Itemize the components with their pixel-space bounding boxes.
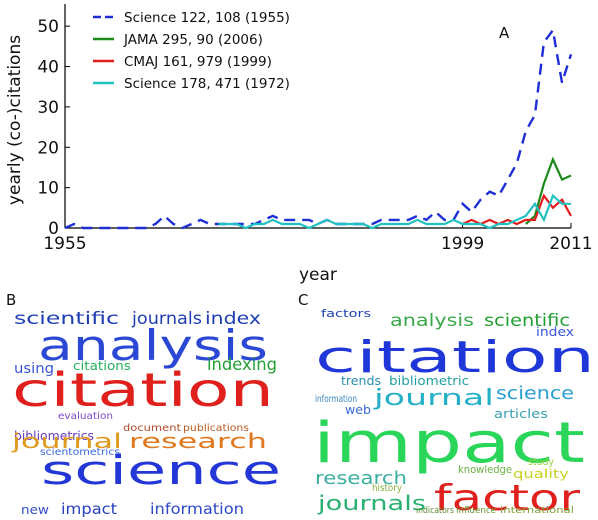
legend-label: JAMA 295, 90 (2006) xyxy=(123,32,263,48)
word-cloud-term: influence xyxy=(456,506,496,516)
word-cloud-term: study xyxy=(528,457,554,468)
y-tick-label: 10 xyxy=(37,179,59,199)
word-cloud-term: knowledge xyxy=(458,463,512,476)
y-axis-title: yearly (co-)citations xyxy=(5,35,25,205)
series-line-3 xyxy=(218,193,571,230)
word-cloud-term: citation xyxy=(315,332,595,383)
word-cloud-term: web xyxy=(345,403,371,417)
word-cloud-term: evaluation xyxy=(58,411,113,422)
word-cloud-term: history xyxy=(372,483,402,494)
panel-a-label: A xyxy=(499,24,510,42)
word-cloud-term: index xyxy=(205,309,261,329)
series-line-1 xyxy=(525,156,572,225)
word-cloud-term: indicators xyxy=(416,506,454,516)
x-axis-title: year xyxy=(299,265,337,285)
word-cloud-term: analysis xyxy=(390,311,474,331)
word-cloud-term: impact xyxy=(313,411,585,476)
word-cloud-term: bibliometrics xyxy=(14,429,94,443)
word-cloud-term: citations xyxy=(73,359,131,373)
word-cloud-term: document xyxy=(123,423,181,434)
word-cloud-term: journals xyxy=(317,491,426,515)
word-cloud-term: using xyxy=(14,361,54,377)
word-cloud-term: journals xyxy=(131,309,202,329)
word-cloud-term: science xyxy=(496,383,574,404)
word-cloud-term: bibliometric xyxy=(389,374,469,388)
word-cloud-term: citation xyxy=(12,363,274,417)
word-cloud-term: indexing xyxy=(207,355,277,375)
word-cloud-term: information xyxy=(315,394,357,405)
word-cloud-term: index xyxy=(536,325,574,339)
word-cloud-term: journal xyxy=(10,429,122,453)
word-cloud-term: trends xyxy=(341,374,381,388)
x-tick-label: 1955 xyxy=(43,234,86,254)
word-cloud-term: new xyxy=(21,503,49,517)
word-cloud-term: impact xyxy=(61,500,117,518)
legend-label: CMAJ 161, 979 (1999) xyxy=(124,54,272,70)
word-cloud-term: scientific xyxy=(14,309,119,329)
word-cloud-term: factor xyxy=(434,478,580,519)
y-tick-label: 20 xyxy=(37,138,59,158)
word-cloud-term: research xyxy=(129,429,267,453)
legend: Science 122, 108 (1955) JAMA 295, 90 (200… xyxy=(93,10,290,92)
y-tick-label: 50 xyxy=(37,17,59,37)
word-cloud-term: science xyxy=(41,448,281,494)
word-cloud-term: publications xyxy=(183,423,249,434)
panel-b-label: B xyxy=(6,291,16,309)
y-tick-label: 30 xyxy=(37,98,59,118)
word-cloud-term: quality xyxy=(513,467,569,481)
word-cloud-term: research xyxy=(315,468,407,489)
word-cloud-term: analysis xyxy=(38,321,268,370)
panel-c-word-cloud: C factors analysis scientificindexcitation… xyxy=(298,291,595,519)
y-tick-label: 0 xyxy=(48,219,59,239)
word-cloud-term: scientometrics xyxy=(40,447,120,458)
y-tick-label: 40 xyxy=(37,58,59,78)
word-cloud-term: information xyxy=(150,500,244,518)
x-tick-label: 2011 xyxy=(549,234,592,254)
word-cloud-term: articles xyxy=(494,407,548,421)
legend-label: Science 122, 108 (1955) xyxy=(124,10,290,26)
word-cloud-term: scientific xyxy=(484,311,570,331)
panel-a-line-chart: 0 10 20 30 40 50 1955 1999 2011 A year yearly (c… xyxy=(5,4,593,285)
word-cloud-term: international xyxy=(500,506,574,516)
panel-c-label: C xyxy=(298,291,308,309)
legend-label: Science 178, 471 (1972) xyxy=(124,76,290,92)
x-tick-label: 1999 xyxy=(441,234,484,254)
word-cloud-term: factors xyxy=(321,307,371,320)
word-cloud-term: journal xyxy=(372,386,494,411)
series-line-0 xyxy=(64,27,573,230)
